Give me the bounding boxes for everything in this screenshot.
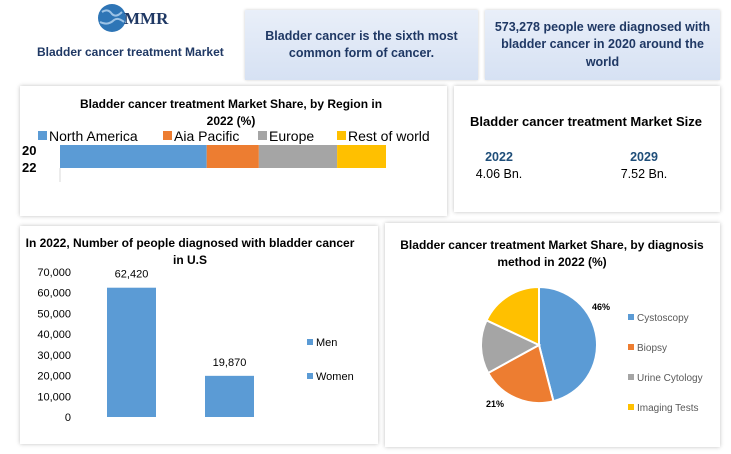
y-tick-label: 70,000 xyxy=(37,267,71,279)
legend-swatch xyxy=(38,131,47,140)
legend-swatch xyxy=(163,131,172,140)
fact-box: Bladder cancer is the sixth most common … xyxy=(245,10,478,80)
pie-slice xyxy=(486,343,555,404)
legend-swatch xyxy=(258,131,267,140)
legend-swatch xyxy=(307,373,313,379)
logo-globe xyxy=(98,4,126,32)
y-tick-label: 40,000 xyxy=(37,329,71,341)
fact-text: Bladder cancer is the sixth most common … xyxy=(265,28,458,61)
size-panel xyxy=(454,86,720,212)
legend-label: Imaging Tests xyxy=(637,403,699,414)
y-tick-label: 50,000 xyxy=(37,308,71,320)
fact-text: 573,278 people were diagnosed with bladd… xyxy=(494,19,711,69)
size-value: 7.52 Bn. xyxy=(620,167,668,181)
pie-slice xyxy=(480,318,542,375)
legend-label: Aia Pacific xyxy=(174,128,239,144)
header-title: Bladder cancer treatment Market xyxy=(37,45,224,59)
legend-label: Cystoscopy xyxy=(637,313,689,324)
legend-label: Urine Cytology xyxy=(637,373,703,384)
legend-label: North America xyxy=(49,128,138,144)
legend-swatch xyxy=(628,374,634,380)
fact-box: 573,278 people were diagnosed with bladd… xyxy=(485,10,720,80)
legend-label: Europe xyxy=(269,128,314,144)
size-value: 4.06 Bn. xyxy=(475,167,523,181)
pie-slice xyxy=(485,285,540,347)
legend-label: Biopsy xyxy=(637,343,667,354)
value-label: 19,870 xyxy=(213,357,247,369)
us-panel xyxy=(20,226,378,444)
y-tick-label: 20,000 xyxy=(37,371,71,383)
chart-title: In 2022, Number of people diagnosed with… xyxy=(25,236,355,268)
value-label: 21% xyxy=(486,399,504,409)
legend-swatch xyxy=(628,314,634,320)
y-tick-label: 2022 xyxy=(22,143,37,175)
legend-label: Women xyxy=(316,371,354,383)
bar-segment xyxy=(206,145,259,168)
y-tick-label: 0 xyxy=(65,412,71,424)
value-label: 62,420 xyxy=(115,269,149,281)
y-tick-label: 10,000 xyxy=(37,391,71,403)
size-year: 2029 xyxy=(630,150,658,164)
size-year: 2022 xyxy=(485,150,513,164)
legend-label: Men xyxy=(316,337,337,349)
size-title: Bladder cancer treatment Market Size xyxy=(470,114,702,129)
chart-title: Bladder cancer treatment Market Share, b… xyxy=(400,238,704,270)
legend-swatch xyxy=(628,404,634,410)
legend-swatch xyxy=(337,131,346,140)
y-tick-label: 30,000 xyxy=(37,350,71,362)
y-tick-label: 60,000 xyxy=(37,288,71,300)
bar xyxy=(205,375,254,417)
legend-swatch xyxy=(307,339,313,345)
value-label: 46% xyxy=(592,302,610,312)
bar xyxy=(107,287,156,417)
logo-text: MMR xyxy=(124,9,169,28)
legend-swatch xyxy=(628,344,634,350)
bar-segment xyxy=(337,145,386,168)
bar-segment xyxy=(258,145,338,168)
legend-label: Rest of world xyxy=(348,128,430,144)
logo-globe-lines xyxy=(99,9,125,25)
chart-title: Bladder cancer treatment Market Share, b… xyxy=(79,97,383,129)
pie-slice xyxy=(538,285,598,403)
bar-segment xyxy=(60,145,207,168)
